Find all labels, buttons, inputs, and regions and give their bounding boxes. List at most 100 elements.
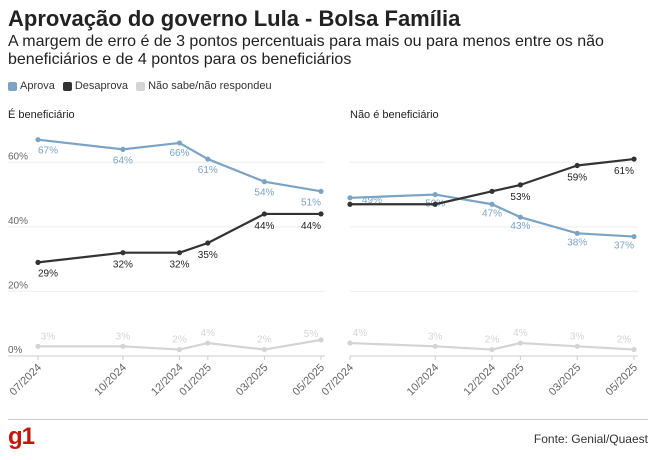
series-line-desaprova-2 (350, 157, 635, 206)
point-desaprova-1-3 (205, 240, 211, 246)
y-tick-label-60: 60% (8, 151, 28, 162)
legend-label-nao-sabe: Não sabe/não respondeu (148, 80, 272, 92)
data-label-aprova-2-0: 49% (362, 195, 382, 206)
data-label-aprova-1-4: 54% (254, 188, 274, 199)
series-line-nao-sabe-1 (38, 338, 322, 351)
footer-divider (8, 419, 648, 420)
g1-logo: g1 (8, 423, 35, 450)
point-nao-sabe-1-3 (205, 340, 211, 346)
point-nao-sabe-2-1 (432, 343, 438, 349)
data-label-aprova-1-5: 51% (301, 197, 321, 208)
y-tick-label-20: 20% (8, 280, 28, 291)
point-desaprova-2-1 (432, 201, 438, 207)
x-tick-label-1-1: 10/2024 (92, 362, 129, 399)
x-tick-label-1-4: 03/2025 (234, 362, 271, 399)
data-label-desaprova-1-1: 32% (113, 260, 133, 271)
point-nao-sabe-2-0 (347, 340, 353, 346)
legend-item-nao-sabe: Não sabe/não respondeu (136, 80, 272, 92)
y-tick-label-0: 0% (8, 345, 23, 356)
data-label-nao-sabe-2-2: 2% (485, 335, 500, 346)
data-label-nao-sabe-2-5: 2% (617, 335, 632, 346)
point-nao-sabe-1-1 (120, 343, 126, 349)
point-desaprova-1-1 (120, 250, 126, 256)
series-line-desaprova-1 (37, 212, 321, 264)
data-label-desaprova-1-3: 35% (198, 250, 218, 261)
data-label-desaprova-2-3: 53% (510, 192, 530, 203)
point-desaprova-2-5 (631, 156, 637, 162)
data-label-aprova-1-3: 61% (198, 165, 218, 176)
x-tick-label-2-4: 03/2025 (547, 362, 584, 399)
point-aprova-2-0 (347, 195, 353, 201)
data-label-nao-sabe-1-0: 3% (41, 331, 56, 342)
data-label-nao-sabe-2-0: 4% (353, 328, 368, 339)
point-aprova-2-4 (574, 230, 580, 236)
point-aprova-2-5 (631, 233, 637, 240)
data-label-aprova-2-3: 43% (510, 221, 530, 232)
point-desaprova-2-4 (574, 162, 580, 169)
point-aprova-2-3 (517, 214, 524, 220)
data-label-desaprova-2-4: 59% (567, 173, 587, 184)
legend-swatch-nao-sabe (136, 81, 146, 91)
point-desaprova-2-0 (347, 201, 353, 207)
data-label-nao-sabe-1-2: 2% (172, 335, 187, 346)
data-label-nao-sabe-2-3: 4% (513, 328, 528, 339)
data-label-aprova-1-2: 66% (169, 148, 189, 159)
point-nao-sabe-1-5 (318, 337, 324, 343)
data-label-aprova-1-0: 67% (38, 146, 58, 157)
data-label-desaprova-1-0: 29% (38, 268, 58, 279)
point-aprova-2-2 (489, 201, 495, 207)
charts-canvas: É beneficiário 0% 20% 40% 60% 07/2024 10/2024 1… (8, 108, 641, 399)
legend-swatch-aprova (8, 81, 17, 91)
point-aprova-1-5 (318, 188, 324, 194)
series-line-aprova-2 (349, 193, 635, 238)
page-subtitle: A margem de erro é de 3 pontos percentua… (8, 33, 604, 68)
point-aprova-1-4 (261, 179, 267, 185)
x-tick-label-2-3: 01/2025 (490, 362, 527, 399)
point-nao-sabe-2-3 (517, 340, 524, 346)
data-label-nao-sabe-1-3: 4% (201, 328, 216, 339)
y-tick-label-40: 40% (8, 216, 28, 227)
point-nao-sabe-2-5 (631, 346, 637, 353)
point-desaprova-2-2 (489, 188, 495, 194)
x-tick-label-2-5: 05/2025 (604, 362, 641, 399)
point-nao-sabe-2-2 (489, 346, 495, 353)
chart-legend: Aprova Desaprova Não sabe/não respondeu (8, 80, 272, 92)
data-label-nao-sabe-2-4: 3% (570, 331, 585, 342)
point-desaprova-1-2 (176, 250, 183, 256)
point-aprova-1-0 (35, 137, 41, 143)
data-label-nao-sabe-1-4: 2% (257, 335, 272, 346)
point-nao-sabe-1-4 (261, 346, 267, 353)
x-tick-label-1-0: 07/2024 (8, 362, 45, 399)
point-nao-sabe-2-4 (574, 343, 580, 349)
x-tick-label-1-3: 01/2025 (177, 362, 214, 399)
series-line-nao-sabe-2 (349, 341, 635, 351)
data-label-desaprova-1-5: 44% (301, 221, 321, 232)
data-label-aprova-2-4: 38% (567, 237, 587, 248)
point-nao-sabe-1-0 (35, 343, 41, 349)
data-label-aprova-1-1: 64% (113, 155, 133, 166)
point-desaprova-1-5 (318, 211, 324, 217)
legend-label-aprova: Aprova (20, 80, 55, 92)
data-label-desaprova-1-4: 44% (254, 221, 274, 232)
data-label-nao-sabe-1-5: 5% (304, 329, 319, 340)
source-note: Fonte: Genial/Quaest (533, 432, 648, 446)
data-label-nao-sabe-2-1: 3% (428, 331, 443, 342)
legend-swatch-desaprova (62, 81, 72, 91)
point-aprova-2-1 (432, 191, 438, 198)
legend-item-aprova: Aprova (8, 80, 55, 92)
panel-title-1: É beneficiário (8, 108, 75, 121)
x-tick-label-2-0: 07/2024 (320, 362, 357, 399)
point-aprova-1-2 (176, 140, 183, 146)
panel-title-2: Não é beneficiário (350, 109, 439, 121)
data-label-aprova-2-5: 37% (614, 241, 634, 252)
data-label-desaprova-1-2: 32% (169, 260, 189, 271)
series-line-aprova-1 (37, 138, 322, 193)
data-label-nao-sabe-1-1: 3% (116, 331, 131, 342)
point-desaprova-1-4 (261, 211, 267, 217)
legend-label-desaprova: Desaprova (74, 80, 129, 92)
data-label-desaprova-2-5: 61% (614, 166, 634, 177)
point-nao-sabe-1-2 (176, 346, 183, 353)
page-title: Aprovação do governo Lula - Bolsa Famíli… (8, 6, 461, 31)
point-desaprova-2-3 (517, 182, 524, 188)
point-aprova-1-3 (205, 156, 211, 162)
